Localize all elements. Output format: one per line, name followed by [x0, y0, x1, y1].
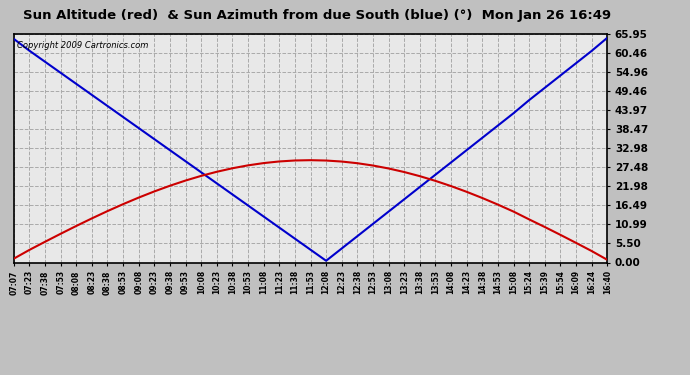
Text: Sun Altitude (red)  & Sun Azimuth from due South (blue) (°)  Mon Jan 26 16:49: Sun Altitude (red) & Sun Azimuth from du… [23, 9, 611, 22]
Text: Copyright 2009 Cartronics.com: Copyright 2009 Cartronics.com [17, 40, 148, 50]
